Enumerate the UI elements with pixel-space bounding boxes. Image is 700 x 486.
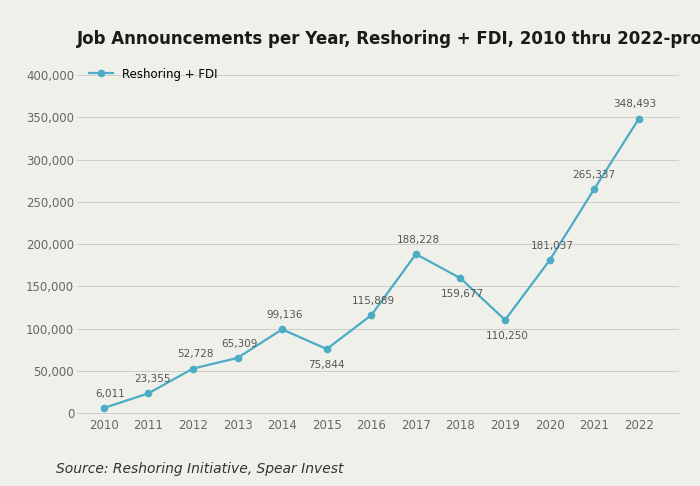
Text: 52,728: 52,728 [177, 349, 214, 359]
Text: 75,844: 75,844 [309, 360, 345, 370]
Text: 110,250: 110,250 [486, 331, 528, 341]
Text: 65,309: 65,309 [222, 339, 258, 348]
Text: 23,355: 23,355 [134, 374, 171, 384]
Text: 265,337: 265,337 [573, 170, 616, 180]
Text: 348,493: 348,493 [612, 100, 656, 109]
Text: 99,136: 99,136 [266, 310, 302, 320]
Text: 6,011: 6,011 [96, 389, 125, 399]
Text: 188,228: 188,228 [397, 235, 440, 245]
Legend: Reshoring + FDI: Reshoring + FDI [89, 68, 218, 81]
Text: 159,677: 159,677 [441, 289, 484, 299]
Text: Source: Reshoring Initiative, Spear Invest: Source: Reshoring Initiative, Spear Inve… [56, 462, 344, 476]
Text: 115,889: 115,889 [352, 296, 395, 306]
Text: 181,037: 181,037 [531, 241, 573, 251]
Text: Job Announcements per Year, Reshoring + FDI, 2010 thru 2022-projected: Job Announcements per Year, Reshoring + … [77, 31, 700, 49]
